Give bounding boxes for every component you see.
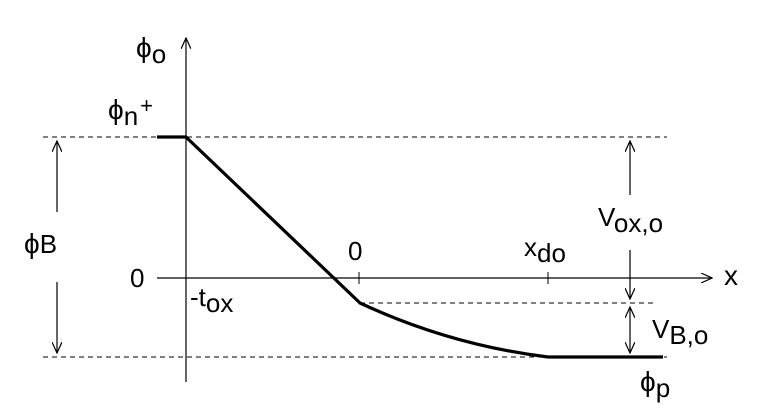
- phi-symbol: ϕ: [640, 366, 656, 397]
- phi-n-label: ϕn+: [108, 93, 154, 130]
- phi-symbol: ϕ: [24, 228, 40, 259]
- potential-axis-subscript: o: [151, 39, 167, 69]
- vox-subscript: ox,o: [613, 208, 664, 238]
- phi-p-subscript: p: [655, 373, 671, 403]
- zero-top-label: 0: [348, 236, 363, 266]
- x-axis-label: x: [724, 260, 738, 291]
- t-ox-label: -tox: [190, 282, 233, 316]
- zero-left-label: 0: [130, 263, 145, 293]
- x-do-label: xdo: [524, 232, 566, 266]
- phi-symbol: ϕ: [136, 32, 152, 63]
- potential-curve: [157, 135, 663, 359]
- phi-p-label: ϕp: [640, 366, 670, 402]
- phi-n-subscript: n: [123, 101, 139, 131]
- phi-b-subscript: B: [39, 229, 58, 259]
- vox-label: Vox,o: [598, 202, 663, 236]
- vb-label: VB,o: [652, 314, 708, 348]
- x-do-main: x: [524, 232, 537, 262]
- phi-b-label: ϕB: [24, 230, 57, 258]
- t-ox-main: -t: [190, 282, 206, 312]
- x-do-subscript: do: [537, 238, 566, 268]
- vox-main: V: [598, 202, 614, 232]
- vb-subscript: B,o: [669, 320, 709, 350]
- phi-n-superscript: +: [140, 93, 154, 118]
- potential-axis-label: ϕo: [136, 32, 166, 68]
- t-ox-subscript: ox: [205, 288, 234, 318]
- phi-symbol: ϕ: [108, 94, 124, 125]
- vb-main: V: [652, 314, 670, 344]
